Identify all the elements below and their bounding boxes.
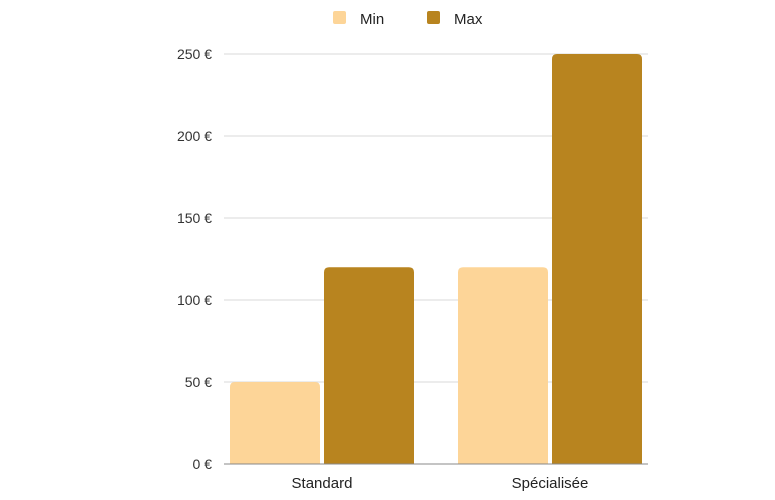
y-tick-label: 150 € bbox=[177, 210, 212, 226]
legend-label-max: Max bbox=[454, 11, 483, 28]
x-tick-label: Standard bbox=[292, 475, 353, 492]
y-tick-label: 250 € bbox=[177, 46, 212, 62]
y-tick-label: 0 € bbox=[193, 456, 213, 472]
bars bbox=[230, 54, 642, 464]
legend-label-min: Min bbox=[360, 11, 384, 28]
bar-min-1 bbox=[458, 267, 548, 464]
y-tick-label: 50 € bbox=[185, 374, 212, 390]
y-tick-label: 100 € bbox=[177, 292, 212, 308]
x-axis: Standard Spécialisée bbox=[224, 463, 648, 492]
bar-max-1 bbox=[552, 54, 642, 464]
x-tick-label: Spécialisée bbox=[512, 475, 589, 492]
bar-min-0 bbox=[230, 382, 320, 464]
y-tick-label: 200 € bbox=[177, 128, 212, 144]
legend-swatch-min bbox=[333, 11, 346, 24]
y-axis-ticks: 0 € 50 € 100 € 150 € 200 € 250 € bbox=[177, 46, 212, 472]
bar-max-0 bbox=[324, 267, 414, 464]
legend-swatch-max bbox=[427, 11, 440, 24]
legend: Min Max bbox=[333, 11, 483, 28]
